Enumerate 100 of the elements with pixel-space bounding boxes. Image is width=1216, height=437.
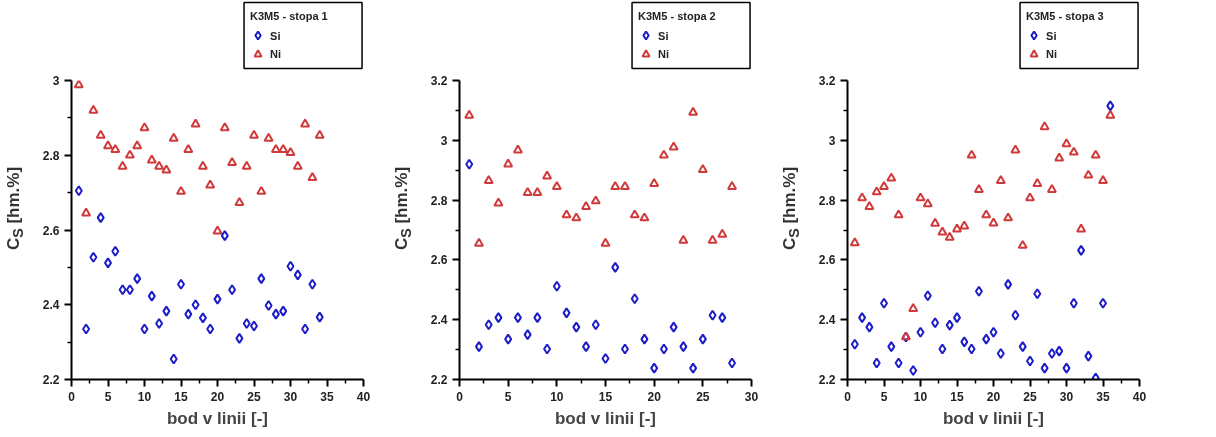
point <box>966 149 977 159</box>
point <box>133 273 142 285</box>
y-tick-label: 3 <box>828 133 836 148</box>
point <box>88 104 99 114</box>
point <box>611 261 620 273</box>
y-tick-label: 2.4 <box>42 298 60 313</box>
point <box>111 245 120 257</box>
point <box>183 144 194 153</box>
point <box>858 312 867 324</box>
y-tick-label: 2.8 <box>430 193 448 208</box>
point <box>1025 192 1035 202</box>
point <box>591 319 600 331</box>
point <box>988 217 999 227</box>
x-tick-label: 20 <box>647 389 662 404</box>
point <box>1062 362 1071 374</box>
point <box>973 184 984 193</box>
point <box>315 311 324 323</box>
legend-title: K3M5 - stopa 3 <box>1026 9 1104 22</box>
point <box>301 323 310 335</box>
point <box>522 187 533 196</box>
point <box>659 343 668 355</box>
x-tick-label: 0 <box>68 389 76 404</box>
point <box>513 312 522 324</box>
x-tick-label: 10 <box>137 389 152 404</box>
point <box>483 175 494 184</box>
point <box>103 140 113 150</box>
legend-label: Ni <box>270 48 282 61</box>
point <box>140 323 149 335</box>
point <box>551 181 562 190</box>
point <box>162 305 171 317</box>
x-tick-label: 15 <box>598 389 613 404</box>
point <box>727 181 738 190</box>
point <box>864 201 875 210</box>
point <box>590 195 601 205</box>
point <box>1069 297 1078 309</box>
point <box>908 303 919 312</box>
point <box>620 343 629 355</box>
point <box>581 201 592 210</box>
y-tick-label: 2.2 <box>818 373 836 387</box>
y-tick-label: 2.8 <box>818 193 836 208</box>
y-tick-label: 2.8 <box>42 148 60 163</box>
point <box>263 132 274 142</box>
y-tick-label: 3 <box>440 133 448 148</box>
point <box>532 187 543 196</box>
x-tick-label: 20 <box>986 389 1001 404</box>
y-tick-label: 2.2 <box>42 373 60 387</box>
point <box>989 326 998 338</box>
y-tick-label: 3.2 <box>430 74 448 88</box>
x-tick-label: 5 <box>104 389 112 404</box>
point <box>533 312 542 324</box>
point <box>995 175 1006 184</box>
x-tick-label: 25 <box>696 389 710 404</box>
point <box>697 163 708 173</box>
point <box>688 106 699 116</box>
point <box>73 80 84 89</box>
x-axis-title: bod v linii [-] <box>942 408 1045 428</box>
point <box>241 160 252 170</box>
point <box>155 317 164 329</box>
point <box>125 284 134 296</box>
point <box>689 362 698 374</box>
point <box>582 341 591 353</box>
point <box>285 147 296 156</box>
point <box>308 278 317 290</box>
point <box>198 312 207 324</box>
point <box>1090 149 1101 159</box>
point <box>473 237 484 247</box>
point <box>1055 345 1064 357</box>
point <box>1098 175 1108 184</box>
point <box>314 129 325 139</box>
point <box>1061 138 1072 148</box>
point <box>886 172 897 182</box>
point <box>937 226 948 236</box>
point <box>894 357 903 369</box>
point <box>523 329 532 341</box>
legend-label: Ni <box>658 48 670 61</box>
x-tick-label: 35 <box>1096 389 1110 404</box>
point <box>219 122 230 132</box>
point <box>494 312 503 324</box>
point <box>945 319 954 331</box>
point <box>1011 309 1020 321</box>
point <box>879 181 889 190</box>
point <box>552 280 561 292</box>
point <box>278 144 289 153</box>
point <box>74 185 83 197</box>
point <box>474 341 483 353</box>
point <box>916 326 925 338</box>
legend-label: Si <box>658 29 669 42</box>
point <box>718 312 727 324</box>
legend-label: Si <box>1046 29 1057 42</box>
x-tick-label: 10 <box>913 389 928 404</box>
x-tick-label: 15 <box>950 389 964 404</box>
x-tick-label: 0 <box>456 389 464 404</box>
point <box>264 300 273 311</box>
point <box>184 308 193 320</box>
point <box>1003 212 1014 222</box>
point <box>464 109 475 119</box>
x-tick-label: 20 <box>210 389 225 404</box>
point <box>118 284 127 296</box>
point <box>649 178 660 187</box>
x-tick-label: 40 <box>1132 389 1147 404</box>
